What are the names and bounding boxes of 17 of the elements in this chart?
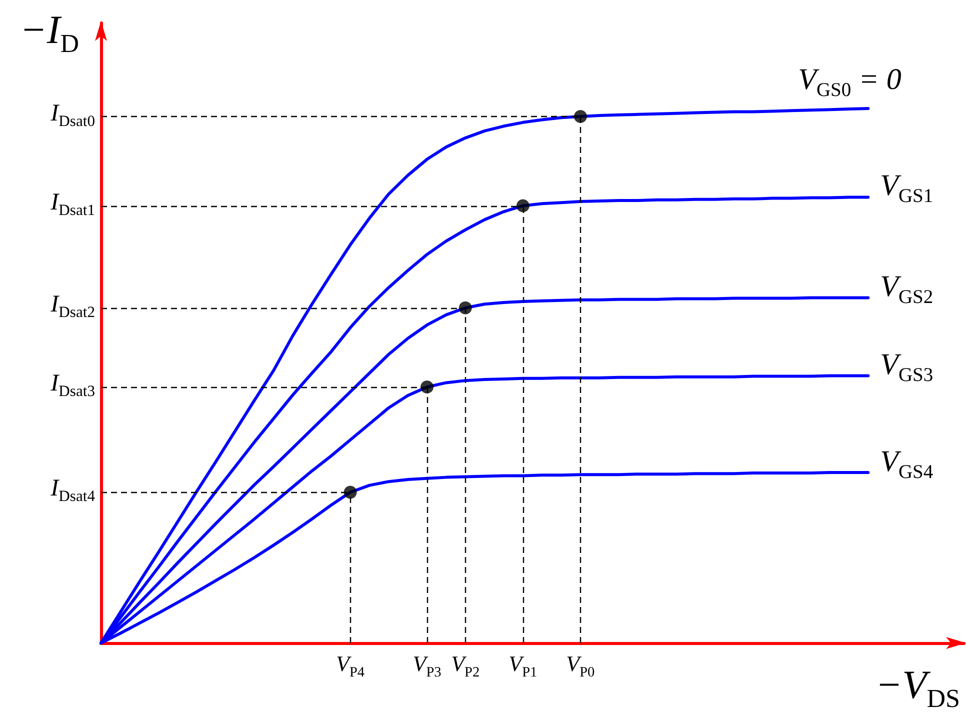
y-axis-title: −I$_{D}$ [20,7,79,58]
x-tick-label: V$_{P0}$ [566,651,595,680]
annotation: I$_{Dsat0}$ [50,100,95,130]
annotation: I$_{Dsat2}$ [50,291,95,322]
series-label: V$_{GS0}$ = 0 [798,62,902,101]
x-tick-label: V$_{P1}$ [508,651,538,680]
series-label: V$_{GS1}$ [880,169,934,208]
annotation: I$_{Dsat4}$ [50,476,95,506]
annotation: I$_{Dsat3}$ [50,370,95,400]
x-axis-title: −V$_{DS}$ [875,662,960,713]
x-tick-label: V$_{P3}$ [412,651,442,680]
annotation: I$_{Dsat1}$ [50,189,95,219]
series-label: V$_{GS3}$ [880,348,934,386]
series-label: V$_{GS4}$ [880,444,934,482]
series-label: V$_{GS2}$ [880,270,934,308]
x-tick-label: V$_{P2}$ [451,651,480,680]
x-tick-label: V$_{P4}$ [336,651,365,680]
